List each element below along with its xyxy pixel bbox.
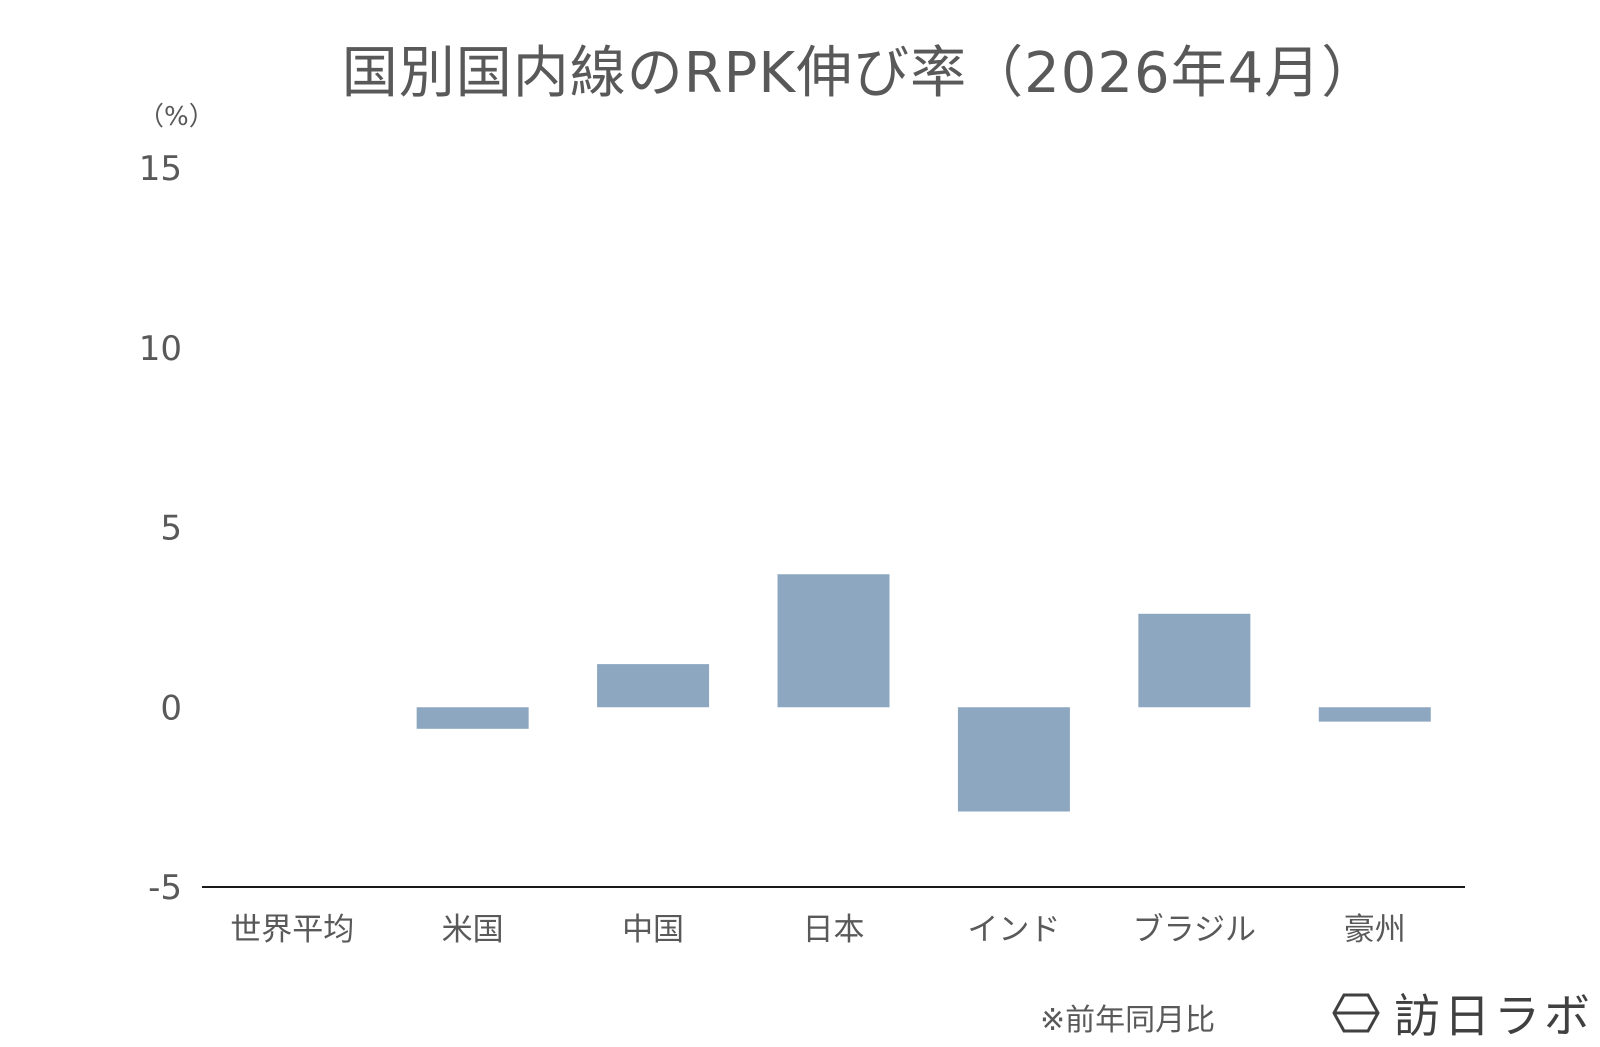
brand-logo: 訪日ラボ <box>1332 980 1594 1046</box>
x-tick-label: 中国 <box>622 912 684 948</box>
y-tick-label: 10 <box>139 329 182 369</box>
y-tick-label: -5 <box>148 868 182 908</box>
bar-4 <box>957 707 1070 812</box>
bar-5 <box>1138 613 1251 708</box>
bar-6 <box>1318 707 1431 722</box>
y-axis-ticks: 15 10 5 0 -5 <box>139 149 182 908</box>
y-tick-label: 15 <box>139 149 182 189</box>
x-tick-label: 豪州 <box>1344 912 1406 948</box>
x-tick-label: インド <box>967 912 1060 948</box>
x-axis-labels: 世界平均 米国 中国 日本 インド ブラジル 豪州 <box>230 912 1406 948</box>
y-tick-label: 0 <box>160 688 182 728</box>
brand-logo-text: 訪日ラボ <box>1394 989 1594 1043</box>
hexagon-logo-icon <box>1332 993 1380 1033</box>
x-tick-label: 米国 <box>442 912 504 948</box>
bar-2 <box>597 664 710 708</box>
y-axis-unit-label: （%） <box>138 102 215 132</box>
x-tick-label: 世界平均 <box>230 912 354 948</box>
chart-title: 国別国内線のRPK伸び率（2026年4月） <box>341 41 1379 106</box>
y-tick-label: 5 <box>160 509 182 549</box>
footnote: ※前年同月比 <box>1040 1003 1216 1038</box>
x-tick-label: 日本 <box>803 912 865 948</box>
bar-1 <box>416 707 529 729</box>
bars <box>416 574 1431 812</box>
bar-3 <box>777 574 890 708</box>
x-tick-label: ブラジル <box>1133 912 1256 948</box>
